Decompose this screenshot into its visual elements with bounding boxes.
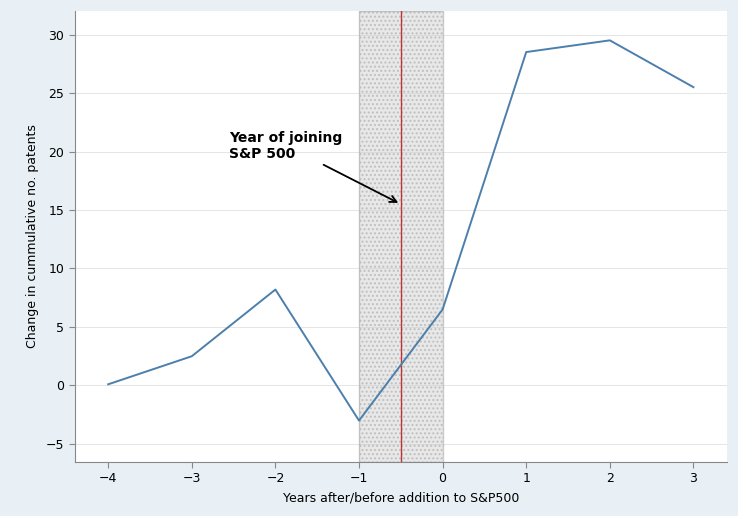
X-axis label: Years after/before addition to S&P500: Years after/before addition to S&P500 (283, 492, 519, 505)
Bar (359, 11, 443, 461)
Bar (359, 11, 443, 461)
Y-axis label: Change in cummulative no. patents: Change in cummulative no. patents (26, 124, 39, 348)
Text: Year of joining
S&P 500: Year of joining S&P 500 (230, 131, 396, 202)
